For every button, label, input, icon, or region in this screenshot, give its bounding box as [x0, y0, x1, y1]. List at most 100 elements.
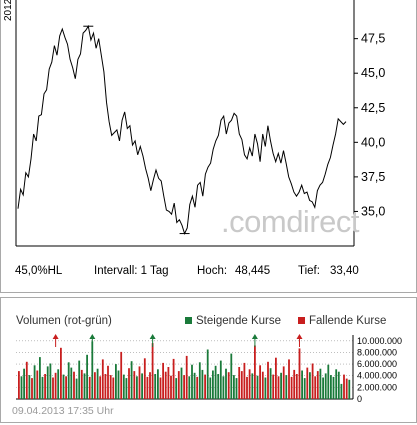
volume-bar [99, 376, 102, 399]
price-ytick-label: 35,0 [361, 204, 385, 218]
volume-bar [238, 367, 241, 399]
volume-bar [128, 368, 130, 399]
volume-bar [25, 361, 28, 399]
volume-bar [222, 376, 225, 399]
volume-bar [293, 369, 296, 399]
volume-bar [269, 368, 272, 399]
comdirect-watermark: .comdirect [221, 204, 359, 240]
volume-bar [196, 376, 199, 399]
volume-bar [314, 376, 317, 399]
volume-ytick-label: 6.000.000 [357, 359, 397, 369]
legend-rising: Steigende Kurse [185, 315, 281, 327]
volume-bar [162, 362, 164, 399]
volume-bar [177, 371, 180, 399]
volume-bar [130, 361, 133, 399]
volume-bar [151, 343, 154, 399]
volume-bar [230, 353, 233, 399]
volume-bar [227, 372, 230, 399]
volume-bar [154, 374, 157, 399]
volume-bar [65, 376, 67, 399]
legend-rising-swatch [185, 317, 192, 325]
volume-title: Volumen (rot-grün) [16, 315, 112, 327]
volume-bar [204, 374, 206, 399]
volume-bar [133, 371, 136, 399]
volume-bar [46, 366, 49, 399]
volume-ytick-label: 2.000.000 [357, 382, 397, 392]
volume-bar [259, 365, 261, 399]
volume-bar [107, 365, 109, 399]
volume-bar [288, 359, 290, 399]
legend-rising-label: Steigende Kurse [196, 315, 282, 327]
volume-bar [217, 374, 220, 399]
volume-bar [309, 372, 311, 399]
volume-bar [316, 371, 319, 399]
volume-ytick-label: 10.000.000 [357, 336, 402, 346]
volume-bar [78, 360, 81, 399]
price-chart: 47,5 45,0 42,5 40,0 37,5 35,0 [15, 0, 385, 247]
volume-bar [86, 354, 88, 399]
volume-bar [60, 347, 62, 399]
volume-bar [251, 373, 254, 399]
legend-falling: Fallende Kurse [298, 315, 386, 327]
volume-bar [225, 368, 227, 399]
volume-bar [214, 365, 217, 399]
price-chart-panel: 47,5 45,0 42,5 40,0 37,5 35,0 2012 .comdirect… [0, 0, 417, 293]
volume-bar [264, 377, 267, 399]
volume-bar [267, 361, 269, 399]
volume-bar [322, 377, 324, 399]
volume-marker-arrow-icon [251, 334, 258, 339]
volume-bar [54, 372, 57, 399]
volume-bar [23, 368, 25, 399]
volume-bar [340, 383, 343, 399]
volume-bar [75, 378, 78, 399]
volume-bar [343, 374, 345, 399]
volume-bar [332, 376, 335, 399]
price-series-line [17, 24, 347, 235]
volume-bar [290, 376, 293, 399]
volume-bar [348, 379, 351, 399]
volume-bar [206, 349, 209, 399]
volume-bar [246, 376, 248, 399]
volume-bar [109, 375, 112, 399]
volume-bar [219, 360, 222, 399]
year-label: 2012 [3, 0, 14, 21]
volume-bar [330, 375, 332, 399]
volume-bar [311, 363, 314, 399]
hl-label: 45,0%HL [15, 265, 63, 277]
volume-bar [185, 355, 188, 399]
volume-bar [120, 351, 123, 399]
low-label: Tief: [298, 265, 320, 277]
price-ytick-label: 37,5 [361, 170, 385, 184]
volume-bar [319, 368, 322, 399]
volume-bar [141, 373, 143, 399]
volume-bar [167, 367, 170, 399]
volume-bar [188, 376, 191, 399]
volume-bar [295, 374, 298, 399]
legend-falling-label: Fallende Kurse [309, 315, 387, 327]
volume-bar [88, 376, 91, 399]
low-value: 33,40 [330, 265, 359, 277]
volume-bar [67, 362, 70, 399]
volume-bar [233, 375, 235, 399]
volume-chart-panel: 10.000.000 8.000.000 6.000.000 4.000.000 2.0… [0, 297, 417, 423]
volume-bar [159, 377, 162, 399]
volume-bar [324, 373, 327, 399]
volume-bar [117, 370, 120, 399]
volume-marker-arrow-icon [52, 334, 59, 339]
volume-bar [261, 371, 264, 399]
volume-bar [282, 366, 285, 399]
volume-bar [337, 371, 340, 399]
volume-bar [39, 357, 41, 399]
volume-bar [164, 371, 167, 399]
volume-bar [33, 365, 36, 399]
high-value: 48,445 [235, 265, 271, 277]
watermark-text: comdirect [229, 204, 359, 239]
volume-bar [149, 372, 151, 399]
volume-marker-arrow-icon [149, 334, 156, 339]
volume-bar [301, 370, 303, 399]
volume-bar [18, 371, 20, 399]
volume-bar [20, 376, 23, 399]
volume-bar [136, 376, 138, 399]
volume-bar [91, 341, 94, 399]
